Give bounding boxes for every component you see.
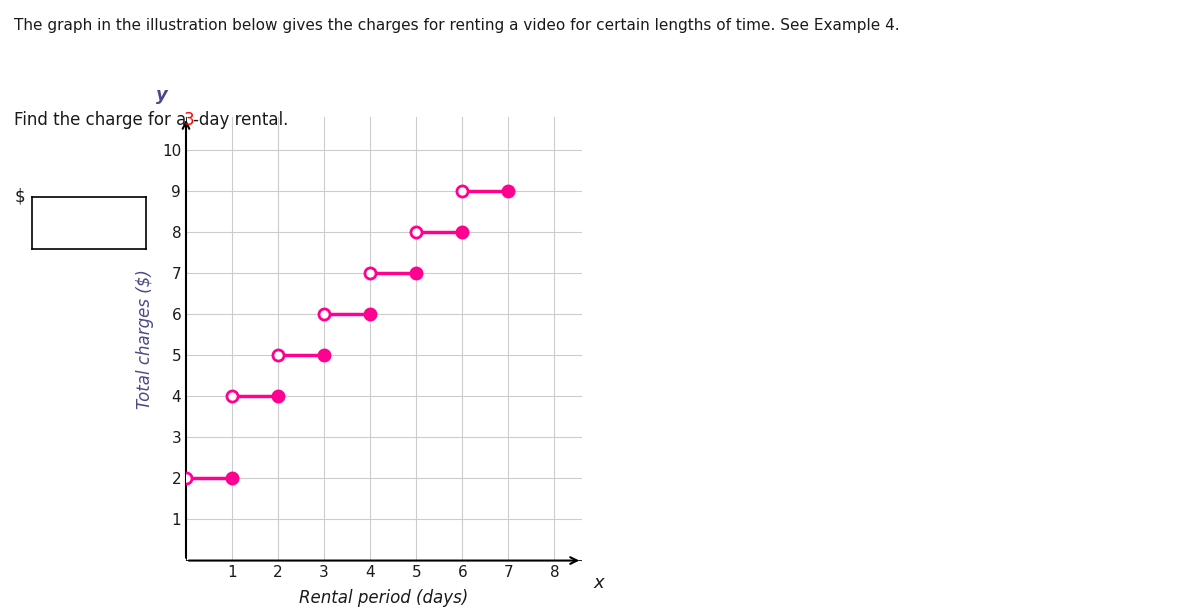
Text: The graph in the illustration below gives the charges for renting a video for ce: The graph in the illustration below give… <box>14 18 900 33</box>
Text: Find the charge for a: Find the charge for a <box>14 111 192 129</box>
Text: $: $ <box>14 188 25 206</box>
Text: x: x <box>594 574 605 592</box>
Text: 3: 3 <box>184 111 194 129</box>
Y-axis label: Total charges ($): Total charges ($) <box>136 269 154 409</box>
Text: y: y <box>156 86 168 103</box>
X-axis label: Rental period (days): Rental period (days) <box>299 589 469 607</box>
Text: -day rental.: -day rental. <box>193 111 288 129</box>
